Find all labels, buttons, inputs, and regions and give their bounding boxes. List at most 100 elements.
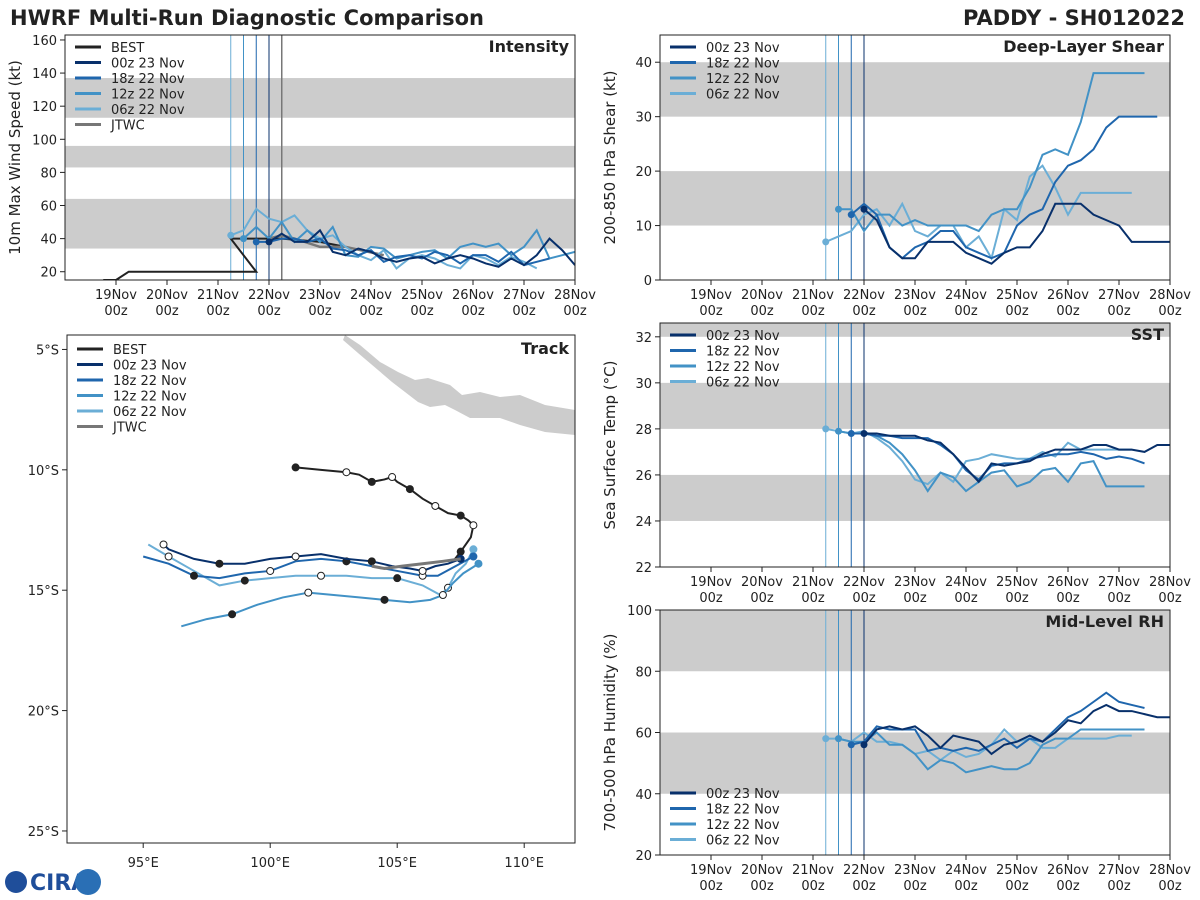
legend-label: 12z 22 Nov: [706, 360, 780, 375]
panel-title: Intensity: [489, 37, 570, 56]
series-line: [838, 728, 1145, 774]
best-track-point: [456, 547, 465, 556]
sst-panel: 22242628303219Nov00z20Nov00z21Nov00z22No…: [601, 322, 1191, 606]
y-tick-label: 100: [32, 133, 57, 148]
x-tick-hour: 00z: [750, 304, 774, 319]
forecast-track-point: [228, 610, 237, 619]
x-tick-hour: 00z: [954, 879, 978, 894]
legend-label: 00z 23 Nov: [706, 41, 780, 56]
x-tick-label: 22Nov: [843, 575, 885, 590]
x-tick-hour: 00z: [903, 591, 927, 606]
y-tick-label: 22: [635, 561, 652, 576]
y-tick-label: 40: [635, 788, 652, 803]
shear-panel: 01020304019Nov00z20Nov00z21Nov00z22Nov00…: [601, 34, 1191, 319]
legend-label: 06z 22 Nov: [111, 103, 185, 118]
y-tick-label: 32: [635, 331, 652, 346]
x-tick-hour: 00z: [699, 304, 723, 319]
x-tick-label: 24Nov: [945, 575, 987, 590]
y-tick-label: 24: [635, 515, 652, 530]
x-tick-label: 20Nov: [741, 575, 783, 590]
figure-title: HWRF Multi-Run Diagnostic Comparison: [10, 6, 484, 30]
best-track-point: [291, 463, 300, 472]
series-start-marker: [835, 735, 842, 743]
x-tick-label: 19Nov: [690, 863, 732, 878]
series-line: [851, 432, 1145, 481]
x-tick-hour: 00z: [1005, 304, 1029, 319]
storm-id: PADDY - SH012022: [963, 6, 1185, 30]
x-tick-hour: 00z: [903, 879, 927, 894]
map-area: [142, 335, 575, 628]
legend-label: 00z 23 Nov: [706, 329, 780, 344]
threshold-band: [660, 732, 1170, 794]
forecast-start-marker: [469, 552, 478, 561]
x-tick-hour: 00z: [104, 304, 128, 319]
legend-label: 00z 23 Nov: [111, 57, 185, 72]
x-tick-label: 26Nov: [1047, 288, 1089, 303]
x-tick-hour: 00z: [155, 304, 179, 319]
x-tick-label: 21Nov: [792, 575, 834, 590]
legend-label: BEST: [113, 343, 146, 358]
x-tick-label: 24Nov: [945, 288, 987, 303]
best-track-point: [367, 477, 376, 486]
x-tick-label: 28Nov: [1149, 288, 1191, 303]
x-tick-label: 25Nov: [996, 288, 1038, 303]
x-tick-label: 25Nov: [996, 575, 1038, 590]
x-tick-hour: 00z: [257, 304, 281, 319]
legend-label: 18z 22 Nov: [113, 374, 187, 389]
series-start-marker: [860, 741, 868, 749]
x-tick-label: 28Nov: [1149, 575, 1191, 590]
x-tick-hour: 00z: [954, 591, 978, 606]
axes-frame: [66, 334, 576, 844]
plot-area: [65, 35, 575, 280]
series-start-marker: [240, 235, 247, 243]
y-tick-label: 5°S: [36, 343, 59, 358]
best-track-point: [456, 511, 465, 520]
forecast-track-point: [190, 571, 198, 580]
y-tick-label: 20: [635, 849, 652, 864]
forecast-track: [181, 562, 480, 628]
x-tick-hour: 00z: [461, 304, 485, 319]
forecast-track-point: [159, 540, 168, 549]
forecast-track-point: [215, 559, 224, 568]
series-line: [268, 228, 575, 268]
x-tick-label: 19Nov: [95, 288, 137, 303]
series-start-marker: [847, 429, 855, 437]
legend-label: JTWC: [112, 421, 147, 436]
forecast-track-point: [240, 576, 249, 585]
y-axis-label: 200-850 hPa Shear (kt): [601, 71, 619, 245]
x-tick-hour: 00z: [801, 304, 825, 319]
series-start-marker: [835, 427, 842, 435]
legend-label: JTWC: [110, 119, 145, 134]
intensity-panel: 2040608010012014016019Nov00z20Nov00z21No…: [6, 34, 596, 319]
best-line: [103, 237, 346, 280]
panel-title: Deep-Layer Shear: [1003, 37, 1164, 56]
y-tick-label: 30: [635, 111, 652, 126]
forecast-track-point: [164, 552, 173, 561]
x-tick-hour: 00z: [1056, 591, 1080, 606]
panels: 2040608010012014016019Nov00z20Nov00z21No…: [6, 34, 1191, 894]
series-start-marker: [822, 238, 830, 246]
x-tick-label: 105°E: [377, 856, 417, 871]
x-tick-label: 28Nov: [1149, 863, 1191, 878]
x-tick-label: 21Nov: [792, 288, 834, 303]
plot-area: [660, 35, 1170, 280]
forecast-track-point: [304, 588, 313, 597]
x-tick-label: 21Nov: [197, 288, 239, 303]
best-track-point: [342, 468, 351, 477]
x-tick-hour: 00z: [954, 304, 978, 319]
forecast-track-point: [291, 552, 300, 561]
x-tick-hour: 00z: [1158, 304, 1182, 319]
x-tick-label: 24Nov: [945, 863, 987, 878]
y-tick-label: 120: [32, 100, 57, 115]
x-tick-hour: 00z: [1005, 591, 1029, 606]
x-tick-label: 27Nov: [1098, 863, 1140, 878]
panel-title: SST: [1131, 325, 1164, 344]
series-start-marker: [227, 231, 235, 239]
legend-label: 12z 22 Nov: [706, 72, 780, 87]
threshold-band: [660, 474, 1170, 521]
series-line: [825, 164, 1132, 261]
y-tick-label: 20°S: [28, 705, 59, 720]
series-line: [825, 727, 1132, 762]
series-line: [863, 202, 1170, 265]
forecast-start-marker: [474, 559, 483, 568]
